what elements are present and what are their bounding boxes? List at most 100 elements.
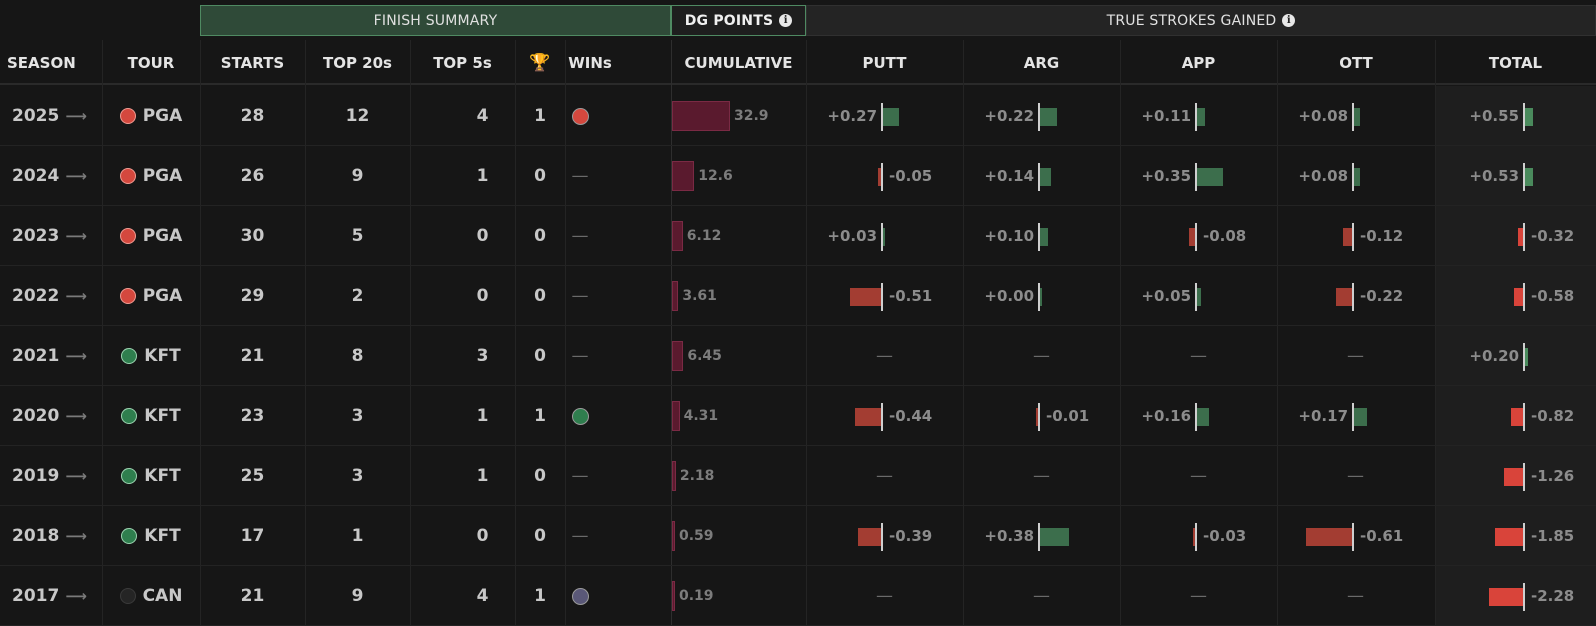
col-putt[interactable]: PUTT <box>862 53 907 72</box>
arrow-right-icon[interactable]: ⟶ <box>65 467 87 485</box>
tour-dot-icon <box>119 168 136 184</box>
table-row[interactable]: 2020 ⟶ KFT 23 3 1 1 4.31 -0.44 <box>0 386 1596 446</box>
col-wins[interactable]: WINs <box>568 53 612 72</box>
table-row[interactable]: 2023 ⟶ PGA 30 5 0 0 — 6.12 +0.03 <box>0 206 1596 266</box>
total-cell: -0.32 <box>1435 206 1596 266</box>
total-cell: -2.28 <box>1435 566 1596 626</box>
season-cell[interactable]: 2025 ⟶ <box>0 86 102 146</box>
total-bar <box>1525 108 1534 126</box>
col-tour[interactable]: TOUR <box>127 53 175 72</box>
putt-empty: — <box>876 346 893 366</box>
season-year: 2018 <box>12 526 60 546</box>
season-cell[interactable]: 2020 ⟶ <box>0 386 102 446</box>
tour-cell: CAN <box>102 566 200 626</box>
col-cumulative[interactable]: CUMULATIVE <box>684 53 793 72</box>
arg-cell: +0.14 <box>963 146 1120 206</box>
col-ott[interactable]: OTT <box>1339 53 1373 72</box>
total-value: -1.26 <box>1531 467 1575 485</box>
season-cell[interactable]: 2017 ⟶ <box>0 566 102 626</box>
win-tour-cell <box>565 86 595 146</box>
col-app[interactable]: APP <box>1181 53 1216 72</box>
trophy-icon[interactable]: 🏆 <box>529 52 551 73</box>
ott-bar <box>1354 108 1360 126</box>
tour-dot-icon <box>121 468 138 484</box>
arrow-right-icon[interactable]: ⟶ <box>65 527 87 545</box>
arg-cell: +0.22 <box>963 86 1120 146</box>
zero-axis <box>1195 223 1197 251</box>
divider <box>1277 40 1278 626</box>
total-value: -0.32 <box>1531 227 1575 245</box>
col-top5s[interactable]: TOP 5s <box>433 53 492 72</box>
tour-dot-icon <box>121 408 138 424</box>
zero-axis <box>881 283 883 311</box>
ott-bar <box>1335 288 1352 306</box>
dg-points-header[interactable]: DG POINTS i <box>671 5 806 36</box>
arg-value: +0.14 <box>984 167 1034 185</box>
ott-value: +0.08 <box>1298 107 1348 125</box>
season-cell[interactable]: 2022 ⟶ <box>0 266 102 326</box>
wins-count-cell: 1 <box>534 106 546 126</box>
wins-count-cell: 0 <box>534 286 546 306</box>
cumulative-cell: 4.31 <box>672 386 806 446</box>
win-tour-cell <box>565 566 595 626</box>
total-bar <box>1510 408 1523 426</box>
col-arg[interactable]: ARG <box>1023 53 1060 72</box>
arg-bar <box>1040 528 1069 546</box>
divider <box>1120 40 1121 626</box>
app-empty: — <box>1190 346 1207 366</box>
zero-axis <box>1352 403 1354 431</box>
top20-cell: 8 <box>351 346 364 366</box>
total-value: +0.55 <box>1469 107 1519 125</box>
table-row[interactable]: 2022 ⟶ PGA 29 2 0 0 — 3.61 -0.51 <box>0 266 1596 326</box>
table-row[interactable]: 2019 ⟶ KFT 25 3 1 0 — 2.18 — — — — -1.26 <box>0 446 1596 506</box>
ott-value: -0.61 <box>1360 527 1404 545</box>
arrow-right-icon[interactable]: ⟶ <box>65 227 87 245</box>
zero-axis <box>1352 523 1354 551</box>
zero-axis <box>1523 103 1525 131</box>
col-season[interactable]: SEASON <box>7 53 76 72</box>
col-starts[interactable]: STARTS <box>220 53 285 72</box>
tour-cell: KFT <box>102 386 200 446</box>
season-cell[interactable]: 2024 ⟶ <box>0 146 102 206</box>
app-bar <box>1197 108 1206 126</box>
season-cell[interactable]: 2018 ⟶ <box>0 506 102 566</box>
season-cell[interactable]: 2023 ⟶ <box>0 206 102 266</box>
tour-cell: PGA <box>102 206 200 266</box>
table-row[interactable]: 2024 ⟶ PGA 26 9 1 0 — 12.6 -0.05 <box>0 146 1596 206</box>
arrow-right-icon[interactable]: ⟶ <box>65 287 87 305</box>
putt-cell: -0.51 <box>806 266 963 326</box>
info-icon[interactable]: i <box>1282 14 1296 27</box>
arrow-right-icon[interactable]: ⟶ <box>65 167 87 185</box>
arg-empty: — <box>1033 346 1050 366</box>
arrow-right-icon[interactable]: ⟶ <box>65 587 87 605</box>
col-top20s[interactable]: TOP 20s <box>322 53 392 72</box>
season-cell[interactable]: 2019 ⟶ <box>0 446 102 506</box>
tour-label: KFT <box>144 346 181 366</box>
starts-cell: 25 <box>240 466 265 486</box>
top5-cell: 0 <box>476 286 489 306</box>
arrow-right-icon[interactable]: ⟶ <box>65 347 87 365</box>
table-row[interactable]: 2017 ⟶ CAN 21 9 4 1 0.19 — — — — -2.28 <box>0 566 1596 626</box>
cumulative-cell: 6.12 <box>672 206 806 266</box>
info-icon[interactable]: i <box>779 14 793 27</box>
arg-value: -0.01 <box>1046 407 1090 425</box>
divider <box>200 40 201 626</box>
true-strokes-gained-header[interactable]: TRUE STROKES GAINED i <box>806 5 1596 36</box>
table-row[interactable]: 2018 ⟶ KFT 17 1 0 0 — 0.59 -0.39 <box>0 506 1596 566</box>
zero-axis <box>1523 163 1525 191</box>
arrow-right-icon[interactable]: ⟶ <box>65 107 87 125</box>
ott-value: -0.12 <box>1360 227 1404 245</box>
divider <box>963 40 964 626</box>
ott-bar <box>1306 528 1352 546</box>
starts-cell: 26 <box>240 166 265 186</box>
col-total[interactable]: TOTAL <box>1488 53 1543 72</box>
season-year: 2019 <box>12 466 60 486</box>
tour-cell: PGA <box>102 266 200 326</box>
top20-cell: 1 <box>351 526 364 546</box>
table-row[interactable]: 2025 ⟶ PGA 28 12 4 1 32.9 +0.27 <box>0 86 1596 146</box>
table-row[interactable]: 2021 ⟶ KFT 21 8 3 0 — 6.45 — — — — +0.20 <box>0 326 1596 386</box>
arrow-right-icon[interactable]: ⟶ <box>65 407 87 425</box>
season-cell[interactable]: 2021 ⟶ <box>0 326 102 386</box>
app-bar <box>1197 288 1201 306</box>
top5-cell: 0 <box>476 526 489 546</box>
